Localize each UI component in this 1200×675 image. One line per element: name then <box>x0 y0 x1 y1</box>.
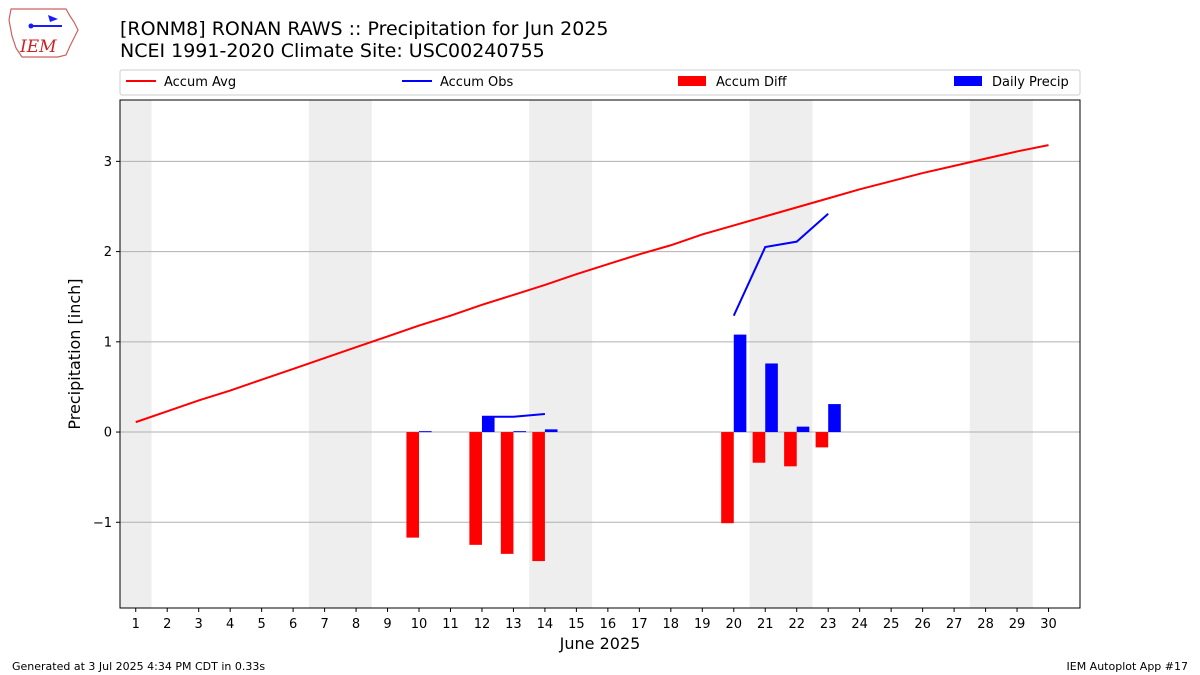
x-tick-label: 8 <box>352 617 360 632</box>
x-tick-label: 26 <box>914 617 931 632</box>
accum-diff-bar <box>815 432 829 448</box>
y-tick-label: 1 <box>104 335 112 350</box>
accum-obs-line <box>732 212 829 317</box>
x-tick-label: 30 <box>1040 617 1057 632</box>
x-tick-label: 28 <box>977 617 994 632</box>
weekend-band-4 <box>969 100 1033 608</box>
legend-label-accum-avg: Accum Avg <box>164 75 236 90</box>
x-tick-label: 25 <box>883 617 900 632</box>
accum-diff-bar <box>752 432 766 463</box>
x-tick-label: 21 <box>757 617 774 632</box>
x-tick-label: 18 <box>663 617 680 632</box>
daily-precip-bar <box>419 431 432 433</box>
legend-label-daily-precip: Daily Precip <box>992 75 1069 90</box>
lines <box>135 144 1049 424</box>
weekend-band-0 <box>120 100 152 608</box>
legend-swatch-accum-diff <box>678 76 706 86</box>
weekend-band-1 <box>308 100 372 608</box>
x-tick-label: 13 <box>505 617 522 632</box>
gridlines <box>120 160 1080 523</box>
legend-swatch-daily-precip <box>954 76 982 86</box>
daily-precip-bar <box>733 334 747 433</box>
x-tick-label: 22 <box>788 617 805 632</box>
daily-precip-bar <box>765 363 778 433</box>
accum-avg-line <box>135 144 1049 424</box>
station-dot-icon <box>28 23 34 29</box>
y-axis-ticks: −1 0 1 2 3 <box>93 155 120 531</box>
iowa-outline-icon <box>8 8 79 58</box>
accum-diff-bar <box>406 432 420 538</box>
x-tick-label: 11 <box>442 617 459 632</box>
x-tick-label: 3 <box>195 617 203 632</box>
plot-frame <box>119 99 1081 609</box>
x-tick-label: 10 <box>411 617 428 632</box>
x-tick-label: 29 <box>1009 617 1026 632</box>
daily-precip-bar <box>513 431 527 433</box>
x-tick-label: 17 <box>631 617 648 632</box>
daily-precip-bar <box>481 416 495 433</box>
y-tick-label: 0 <box>104 426 112 441</box>
x-tick-label: 7 <box>320 617 328 632</box>
x-tick-label: 12 <box>474 617 491 632</box>
x-tick-label: 19 <box>694 617 711 632</box>
legend-label-accum-obs: Accum Obs <box>440 75 513 90</box>
daily-precip-bar <box>828 404 841 433</box>
x-tick-label: 20 <box>725 617 742 632</box>
y-tick-label: −1 <box>93 516 112 531</box>
x-axis-label: June 2025 <box>559 634 641 653</box>
x-tick-label: 6 <box>289 617 297 632</box>
legend-frame <box>119 69 1081 96</box>
y-tick-label: 2 <box>104 245 112 260</box>
legend: Accum Avg Accum Obs Accum Diff Daily Pre… <box>119 69 1081 96</box>
accum-diff-bar <box>721 432 734 524</box>
y-axis-label: Precipitation [inch] <box>65 278 84 429</box>
chart-title-line1: [RONM8] RONAN RAWS :: Precipitation for … <box>120 18 609 40</box>
accum-diff-bar <box>469 432 482 545</box>
accum-diff-bar <box>500 432 514 554</box>
weekend-band-3 <box>749 100 813 608</box>
weekend-bands <box>120 100 1033 608</box>
accum-diff-bar <box>532 432 545 562</box>
accum-diff-bar <box>784 432 797 467</box>
flag-icon <box>48 15 58 22</box>
x-tick-label: 27 <box>946 617 963 632</box>
logo-text: IEM <box>19 37 57 57</box>
x-tick-label: 14 <box>537 617 554 632</box>
accum-obs-line <box>481 413 546 418</box>
x-tick-label: 9 <box>383 617 391 632</box>
y-tick-label: 3 <box>104 155 112 170</box>
x-tick-label: 15 <box>568 617 585 632</box>
daily-precip-bar <box>796 426 810 433</box>
x-tick-label: 5 <box>257 617 265 632</box>
x-tick-label: 1 <box>132 617 140 632</box>
footer-app: IEM Autoplot App #17 <box>1067 660 1189 673</box>
iem-logo: IEM <box>8 8 79 58</box>
x-tick-label: 24 <box>851 617 868 632</box>
x-tick-label: 16 <box>600 617 617 632</box>
bars <box>406 334 841 562</box>
x-tick-label: 4 <box>226 617 234 632</box>
x-tick-label: 2 <box>163 617 171 632</box>
x-tick-label: 23 <box>820 617 837 632</box>
x-axis-ticks: 1 2 3 4 5 6 7 8 9 10 11 12 13 14 15 16 17 18 19 20 21 22 23 24 2… <box>132 608 1057 632</box>
daily-precip-bar <box>544 429 558 433</box>
footer-generated: Generated at 3 Jul 2025 4:34 PM CDT in 0… <box>12 660 265 673</box>
chart-title-line2: NCEI 1991-2020 Climate Site: USC00240755 <box>120 40 545 62</box>
legend-label-accum-diff: Accum Diff <box>716 75 788 90</box>
